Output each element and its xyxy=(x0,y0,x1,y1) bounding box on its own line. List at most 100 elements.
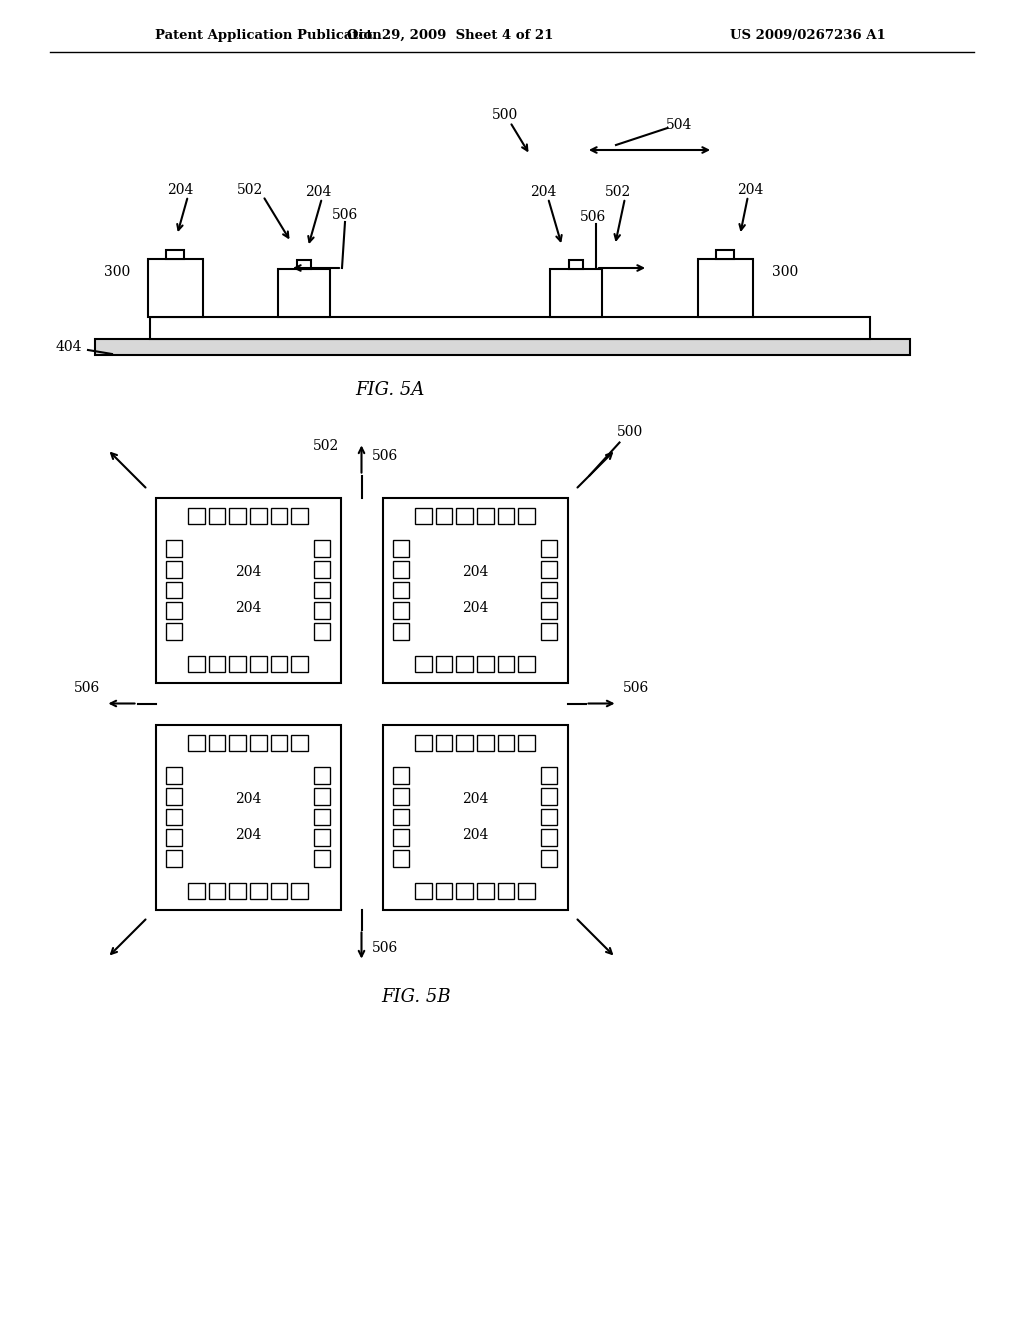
Text: 204: 204 xyxy=(462,792,488,807)
Text: 502: 502 xyxy=(313,438,340,453)
Bar xyxy=(292,735,308,751)
Bar xyxy=(250,656,266,672)
Bar xyxy=(498,883,514,899)
Bar xyxy=(518,508,536,524)
Bar xyxy=(392,602,410,619)
Bar xyxy=(415,656,431,672)
Bar xyxy=(392,829,410,846)
Bar xyxy=(392,850,410,867)
Text: 204: 204 xyxy=(167,183,194,197)
Bar xyxy=(383,498,567,682)
Bar xyxy=(187,735,205,751)
Bar xyxy=(415,883,431,899)
Bar xyxy=(477,508,494,524)
Bar xyxy=(435,735,453,751)
Text: US 2009/0267236 A1: US 2009/0267236 A1 xyxy=(730,29,886,41)
Bar xyxy=(250,883,266,899)
Text: 300: 300 xyxy=(103,265,130,279)
Text: FIG. 5A: FIG. 5A xyxy=(355,381,425,399)
Bar xyxy=(297,260,311,269)
Bar xyxy=(435,508,453,524)
Bar xyxy=(541,767,557,784)
Text: 204: 204 xyxy=(529,185,556,199)
Text: 204: 204 xyxy=(305,185,331,199)
Bar xyxy=(541,602,557,619)
Bar xyxy=(209,883,225,899)
Bar xyxy=(569,260,583,269)
Text: 506: 506 xyxy=(332,209,358,222)
Text: 502: 502 xyxy=(605,185,631,199)
Bar xyxy=(187,656,205,672)
Bar xyxy=(148,259,203,317)
Bar xyxy=(313,829,331,846)
Text: 204: 204 xyxy=(737,183,763,197)
Bar xyxy=(541,809,557,825)
Bar xyxy=(392,809,410,825)
Bar xyxy=(313,850,331,867)
Bar xyxy=(209,508,225,524)
Bar xyxy=(392,767,410,784)
Bar xyxy=(313,809,331,825)
Bar xyxy=(187,508,205,524)
Text: Patent Application Publication: Patent Application Publication xyxy=(155,29,382,41)
Bar xyxy=(415,735,431,751)
Bar xyxy=(518,883,536,899)
Bar xyxy=(518,656,536,672)
Bar xyxy=(250,508,266,524)
Text: 502: 502 xyxy=(237,183,263,197)
Bar xyxy=(156,498,341,682)
Text: 204: 204 xyxy=(234,565,261,579)
Text: 204: 204 xyxy=(462,601,488,615)
Text: 204: 204 xyxy=(234,828,261,842)
Bar xyxy=(457,735,473,751)
Bar xyxy=(150,317,870,339)
Bar xyxy=(498,735,514,751)
Bar xyxy=(187,883,205,899)
Bar xyxy=(166,767,182,784)
Text: 204: 204 xyxy=(462,565,488,579)
Bar xyxy=(313,540,331,557)
Bar xyxy=(270,735,288,751)
Bar xyxy=(229,656,246,672)
Text: 506: 506 xyxy=(623,681,649,694)
Bar xyxy=(457,883,473,899)
Bar xyxy=(250,735,266,751)
Bar xyxy=(166,829,182,846)
Bar xyxy=(313,602,331,619)
Bar xyxy=(392,540,410,557)
Bar xyxy=(550,269,602,317)
Text: 506: 506 xyxy=(580,210,606,224)
Bar xyxy=(209,735,225,751)
Bar xyxy=(541,540,557,557)
Bar xyxy=(541,623,557,640)
Bar xyxy=(313,767,331,784)
Bar xyxy=(541,561,557,578)
Bar xyxy=(541,582,557,598)
Text: FIG. 5B: FIG. 5B xyxy=(382,989,452,1006)
Bar xyxy=(209,656,225,672)
Bar xyxy=(457,656,473,672)
Bar xyxy=(313,623,331,640)
Bar xyxy=(392,582,410,598)
Bar xyxy=(477,656,494,672)
Bar xyxy=(313,582,331,598)
Bar xyxy=(292,656,308,672)
Bar xyxy=(292,883,308,899)
Bar xyxy=(270,883,288,899)
Bar xyxy=(392,788,410,805)
Bar xyxy=(457,508,473,524)
Text: 300: 300 xyxy=(772,265,799,279)
Bar xyxy=(166,850,182,867)
Bar xyxy=(156,725,341,909)
Bar xyxy=(383,725,567,909)
Bar xyxy=(166,809,182,825)
Bar xyxy=(229,883,246,899)
Bar xyxy=(392,623,410,640)
Bar xyxy=(166,561,182,578)
Bar xyxy=(541,850,557,867)
Bar xyxy=(541,829,557,846)
Bar xyxy=(278,269,330,317)
Bar xyxy=(95,339,910,355)
Bar xyxy=(166,602,182,619)
Bar xyxy=(270,508,288,524)
